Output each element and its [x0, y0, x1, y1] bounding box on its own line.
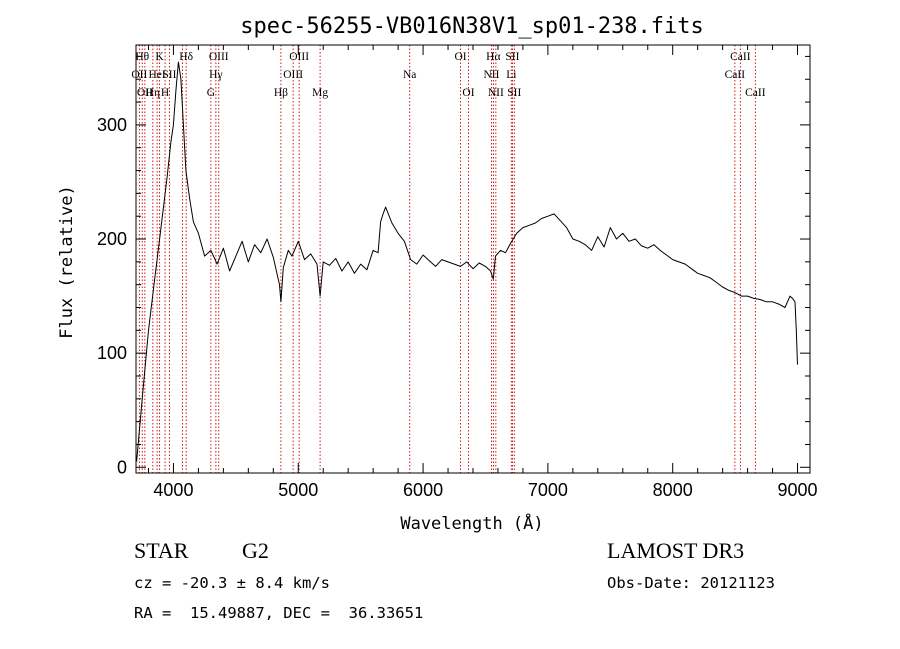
line-marker-label: NII: [483, 69, 499, 81]
line-marker-label: H: [161, 87, 169, 99]
line-marker-label: OIII: [289, 51, 309, 63]
line-marker-label: NII: [488, 87, 504, 99]
x-tick-label: 7000: [528, 480, 568, 500]
line-marker-label: OI: [454, 51, 466, 63]
line-marker-label: Li: [506, 69, 516, 81]
emission-line-labels: OIIHθOIIHηHeIKHSIIHδGHγOIIIHβOIIIOIIIMgN…: [131, 51, 765, 99]
line-marker-label: HeI: [148, 69, 165, 81]
x-tick-label: 6000: [403, 480, 443, 500]
line-marker-label: Na: [403, 69, 416, 81]
line-marker-label: Hη: [146, 87, 160, 99]
emission-line-markers: [138, 45, 756, 473]
line-marker-label: CaII: [730, 51, 751, 63]
chart-title: spec-56255-VB016N38V1_sp01-238.fits: [240, 14, 704, 39]
x-tick-label: 5000: [278, 480, 318, 500]
line-marker-label: SII: [162, 69, 176, 81]
obs-date: Obs-Date: 20121123: [607, 574, 775, 592]
x-tick-label: 8000: [653, 480, 693, 500]
line-marker-label: OIII: [283, 69, 303, 81]
y-tick-label: 200: [97, 229, 127, 249]
coordinates: RA = 15.49887, DEC = 36.33651: [134, 604, 424, 622]
redshift-cz: cz = -20.3 ± 8.4 km/s: [134, 574, 330, 592]
line-marker-label: SII: [505, 51, 519, 63]
line-marker-label: OII: [131, 69, 147, 81]
y-tick-label: 300: [97, 115, 127, 135]
line-marker-label: Hβ: [274, 87, 288, 99]
line-marker-label: K: [155, 51, 164, 63]
axis-ticks: 4000 5000 6000 7000 8000 9000 0 100 200 300: [97, 45, 818, 500]
line-marker-label: SII: [507, 87, 521, 99]
line-marker-label: Hγ: [209, 69, 222, 81]
object-class: STAR: [134, 538, 189, 563]
line-marker-label: OI: [462, 87, 474, 99]
line-marker-label: CaII: [745, 87, 766, 99]
spectrum-line: [136, 61, 798, 462]
line-marker-label: CaII: [725, 69, 746, 81]
line-marker-label: OII: [137, 87, 153, 99]
plot-frame: [135, 44, 811, 474]
line-marker-label: Hθ: [135, 51, 149, 63]
line-marker-label: OIII: [209, 51, 229, 63]
line-marker-label: Hα: [486, 51, 500, 63]
x-tick-label: 4000: [153, 480, 193, 500]
x-tick-label: 9000: [777, 480, 817, 500]
y-tick-label: 0: [117, 457, 127, 477]
y-axis-label: Flux (relative): [57, 185, 77, 339]
line-marker-label: Hδ: [179, 51, 193, 63]
subclass: G2: [242, 538, 269, 563]
y-tick-label: 100: [97, 343, 127, 363]
x-axis-label: Wavelength (Å): [400, 512, 543, 534]
line-marker-label: Mg: [312, 87, 328, 99]
survey-name: LAMOST DR3: [607, 538, 745, 563]
line-marker-label: G: [207, 87, 215, 99]
